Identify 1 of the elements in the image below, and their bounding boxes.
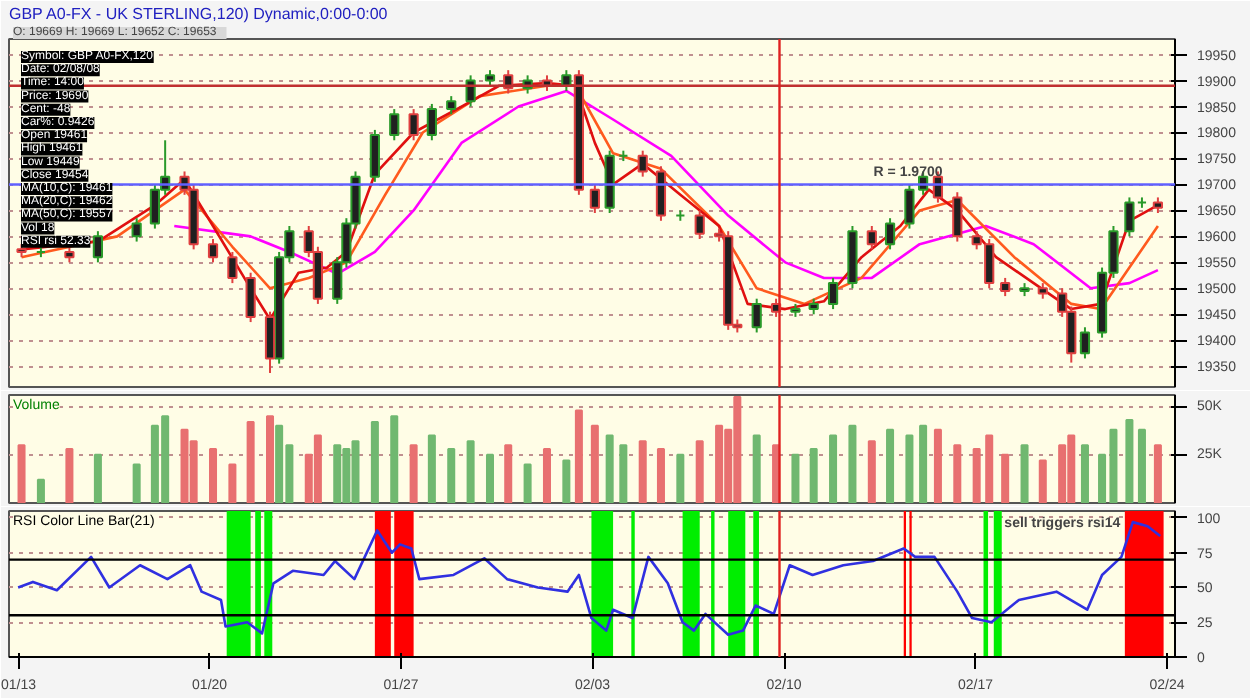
chart-title: GBP A0-FX - UK STERLING,120) Dynamic,0:00-0:00: [9, 5, 389, 23]
